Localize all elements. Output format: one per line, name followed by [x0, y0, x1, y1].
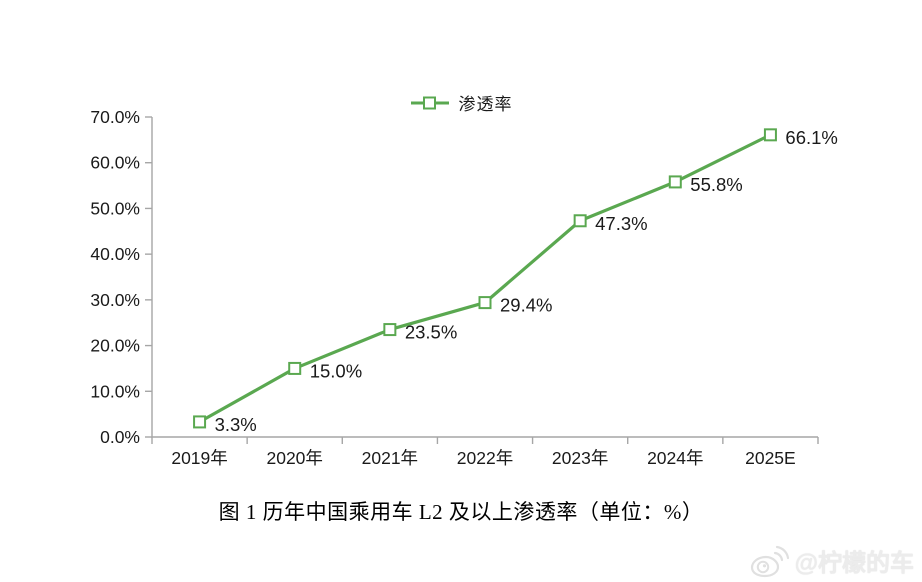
y-tick-label: 60.0%: [90, 153, 140, 173]
legend-line-marker-icon: [410, 96, 449, 109]
y-tick-label: 30.0%: [90, 290, 140, 310]
data-point-marker: [763, 128, 777, 142]
data-point-marker: [668, 175, 682, 189]
data-point-marker: [193, 415, 207, 429]
line-chart: 0.0% 10.0% 20.0% 30.0% 40.0% 50.0% 60.0% 70.0% 2…: [90, 107, 838, 468]
series-line: [198, 133, 772, 424]
axis-lines: [151, 117, 818, 438]
x-tick-label: 2022年: [457, 448, 513, 468]
y-tick-label: 20.0%: [90, 336, 140, 356]
chart-legend: 渗透率: [0, 90, 922, 115]
chart-caption: 图 1 历年中国乘用车 L2 及以上渗透率（单位：%）: [218, 500, 704, 524]
data-point-label: 47.3%: [595, 213, 647, 234]
data-point-marker: [288, 361, 302, 375]
data-point-label: 3.3%: [215, 414, 257, 435]
watermark: @柠檬的车: [750, 543, 914, 578]
watermark-handle: @柠檬的车: [794, 550, 914, 577]
x-tick-label: 2019年: [171, 448, 227, 468]
y-tick-label: 70.0%: [90, 107, 140, 127]
data-point-label: 15.0%: [310, 360, 362, 381]
data-point-label: 23.5%: [405, 322, 457, 343]
y-tick-label: 40.0%: [90, 244, 140, 264]
x-tick-label: 2021年: [362, 448, 418, 468]
data-point-marker: [573, 214, 587, 228]
y-tick-label: 0.0%: [100, 427, 140, 447]
y-tick-label: 50.0%: [90, 198, 140, 218]
x-tick-label: 2024年: [647, 448, 703, 468]
data-point-label: 66.1%: [785, 127, 837, 148]
x-tick-label: 2023年: [552, 448, 608, 468]
data-point-label: 55.8%: [690, 174, 742, 195]
data-point-marker: [383, 323, 397, 337]
x-tick-label: 2020年: [266, 448, 322, 468]
legend-series-label: 渗透率: [458, 95, 513, 114]
x-tick-label: 2025E: [745, 448, 796, 468]
data-point-label: 29.4%: [500, 295, 552, 316]
data-point-marker: [478, 296, 492, 310]
weibo-icon: [750, 545, 789, 577]
y-tick-label: 10.0%: [90, 381, 140, 401]
